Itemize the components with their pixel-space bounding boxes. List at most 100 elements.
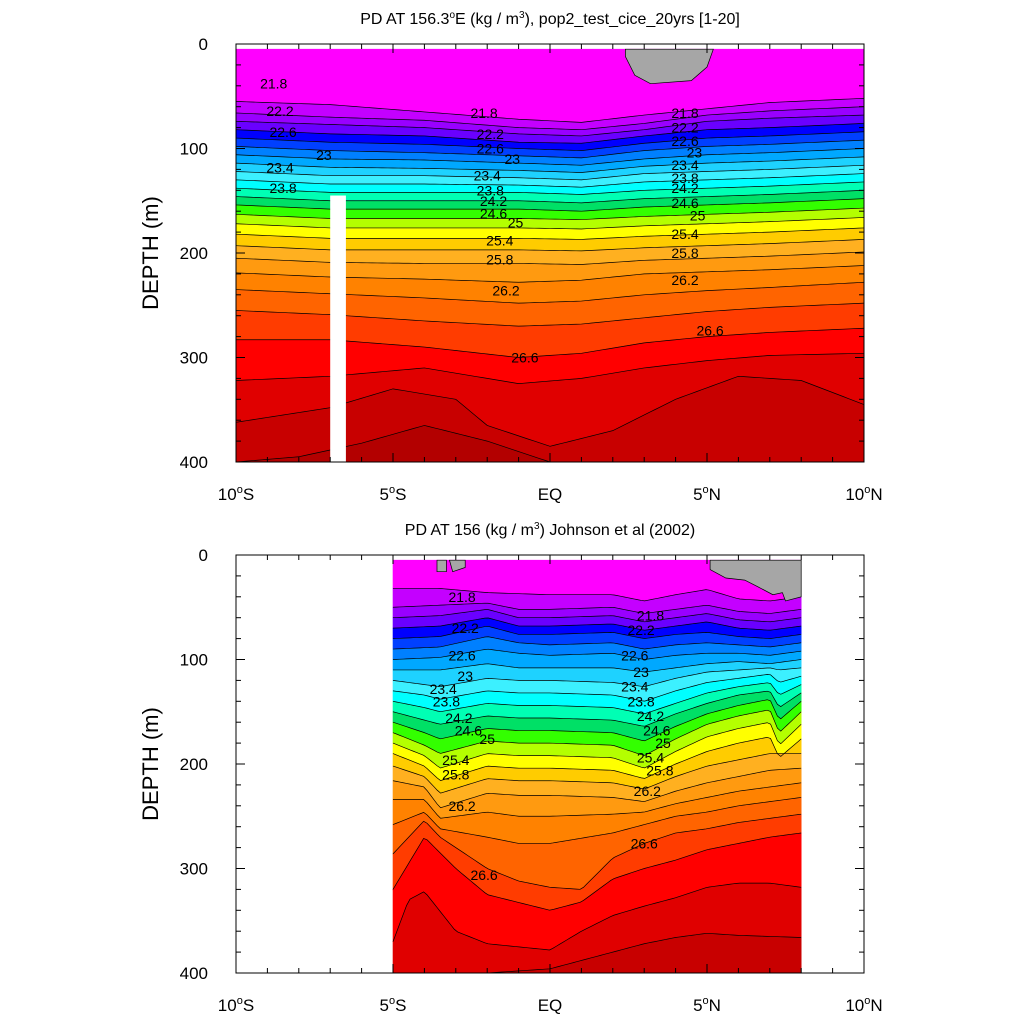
x-tick-label: 5oN (693, 995, 721, 1015)
contour-value-label: 22.6 (671, 133, 698, 149)
contour-value-label: 25.4 (442, 752, 469, 768)
y-tick-label: 400 (180, 453, 208, 472)
contour-value-label: 25.8 (671, 245, 698, 261)
y-tick-label: 0 (199, 546, 208, 565)
contour-line (392, 682, 802, 715)
land-mask (436, 559, 447, 573)
top-axis-ticks (235, 43, 865, 463)
contour-line (235, 139, 865, 159)
contour-line (392, 753, 802, 794)
contour-value-label: 26.2 (634, 783, 661, 799)
contour-value-label: 26.2 (492, 283, 519, 299)
contour-line (392, 709, 802, 756)
contour-value-label: 25 (690, 207, 706, 223)
contour-value-label: 21.8 (671, 105, 698, 121)
y-tick-label: 100 (180, 140, 208, 159)
contour-value-label: 24.6 (671, 195, 698, 211)
y-tick-label: 400 (180, 964, 208, 983)
top-land-mask (625, 48, 714, 85)
contour-value-label: 25 (479, 731, 495, 747)
top-x-tick-labels: 10oS 5oS EQ 5oN 10oN (218, 484, 883, 504)
contour-value-label: 24.6 (480, 205, 507, 221)
top-panel: PD AT 156.3oE (kg / m3), pop2_test_cice_… (138, 10, 883, 504)
contour-value-label: 24.6 (643, 723, 670, 739)
contour-value-label: 23 (457, 668, 473, 684)
contour-value-label: 24.2 (671, 180, 698, 196)
top-y-axis-label: DEPTH (m) (138, 196, 163, 310)
contour-value-label: 22.2 (477, 126, 504, 142)
contour-line (235, 164, 865, 181)
contour-value-label: 22.2 (627, 622, 654, 638)
bottom-panel: PD AT 156 (kg / m3) Johnson et al (2002)… (138, 521, 883, 1015)
contour-value-label: 23.4 (474, 168, 501, 184)
contour-value-label: 24.6 (455, 723, 482, 739)
contour-line (392, 609, 802, 623)
y-tick-label: 0 (199, 35, 208, 54)
contour-line (392, 625, 802, 639)
contour-value-label: 25.8 (646, 762, 673, 778)
contour-line (392, 736, 802, 781)
contour-value-label: 24.2 (480, 193, 507, 209)
contour-value-label: 25.4 (486, 233, 513, 249)
top-contour-labels: 21.822.222.62323.423.821.822.222.62323.4… (260, 76, 724, 366)
contour-line (392, 699, 802, 742)
contour-value-label: 23 (505, 151, 521, 167)
x-tick-label: 5oN (693, 484, 721, 504)
contour-value-label: 21.8 (260, 76, 287, 92)
contour-value-label: 25.4 (671, 226, 698, 242)
contour-line (235, 173, 865, 188)
contour-line (235, 97, 865, 123)
contour-value-label: 25.4 (637, 750, 664, 766)
contour-value-label: 26.6 (470, 867, 497, 883)
x-tick-label: 10oN (845, 995, 882, 1015)
top-missing-data (330, 195, 346, 462)
contour-value-label: 23.4 (430, 681, 457, 697)
top-panel-title: PD AT 156.3oE (kg / m3), pop2_test_cice_… (360, 10, 740, 28)
contour-value-label: 26.6 (511, 350, 538, 366)
contour-value-label: 24.2 (637, 708, 664, 724)
y-tick-label: 200 (180, 244, 208, 263)
contour-line (235, 106, 865, 131)
contour-line (235, 131, 865, 151)
x-tick-label: 10oS (218, 995, 254, 1015)
contour-value-label: 23 (316, 147, 332, 163)
contour-value-label: 25.8 (442, 767, 469, 783)
contour-line (392, 882, 802, 951)
contour-line (392, 832, 802, 911)
x-tick-label: 10oS (218, 484, 254, 504)
contour-value-label: 22.2 (452, 620, 479, 636)
contour-line (392, 690, 802, 727)
contour-value-label: 23.4 (621, 679, 648, 695)
y-tick-label: 100 (180, 651, 208, 670)
contour-value-label: 26.2 (671, 272, 698, 288)
contour-value-label: 24.2 (445, 710, 472, 726)
contour-value-label: 25 (655, 735, 671, 751)
contour-value-label: 23.4 (671, 157, 698, 173)
contour-line (392, 674, 802, 702)
contour-value-label: 23.8 (269, 180, 296, 196)
top-y-tick-labels: 0 100 200 300 400 (180, 35, 208, 472)
contour-value-label: 22.6 (621, 647, 648, 663)
contour-line (235, 181, 865, 195)
land-mask (625, 48, 714, 85)
y-tick-label: 300 (180, 860, 208, 879)
contour-value-label: 25.8 (486, 251, 513, 267)
bottom-land-mask (436, 559, 802, 602)
x-tick-label: 5oS (380, 995, 407, 1015)
contour-line (392, 667, 802, 687)
contour-line (392, 813, 802, 890)
bottom-contour-plot: 21.822.222.62323.423.824.224.62525.425.8… (392, 559, 802, 974)
y-tick-label: 200 (180, 755, 208, 774)
contour-line (392, 602, 802, 614)
x-tick-label: EQ (538, 996, 563, 1015)
contour-value-label: 26.2 (448, 798, 475, 814)
contour-value-label: 23.8 (671, 170, 698, 186)
x-tick-label: EQ (538, 485, 563, 504)
contour-line (392, 722, 802, 769)
bottom-x-tick-labels: 10oS 5oS EQ 5oN 10oN (218, 995, 883, 1015)
missing-data-gap (330, 195, 346, 462)
contour-line (235, 114, 865, 137)
contour-line (393, 588, 802, 602)
x-tick-label: 5oS (380, 484, 407, 504)
